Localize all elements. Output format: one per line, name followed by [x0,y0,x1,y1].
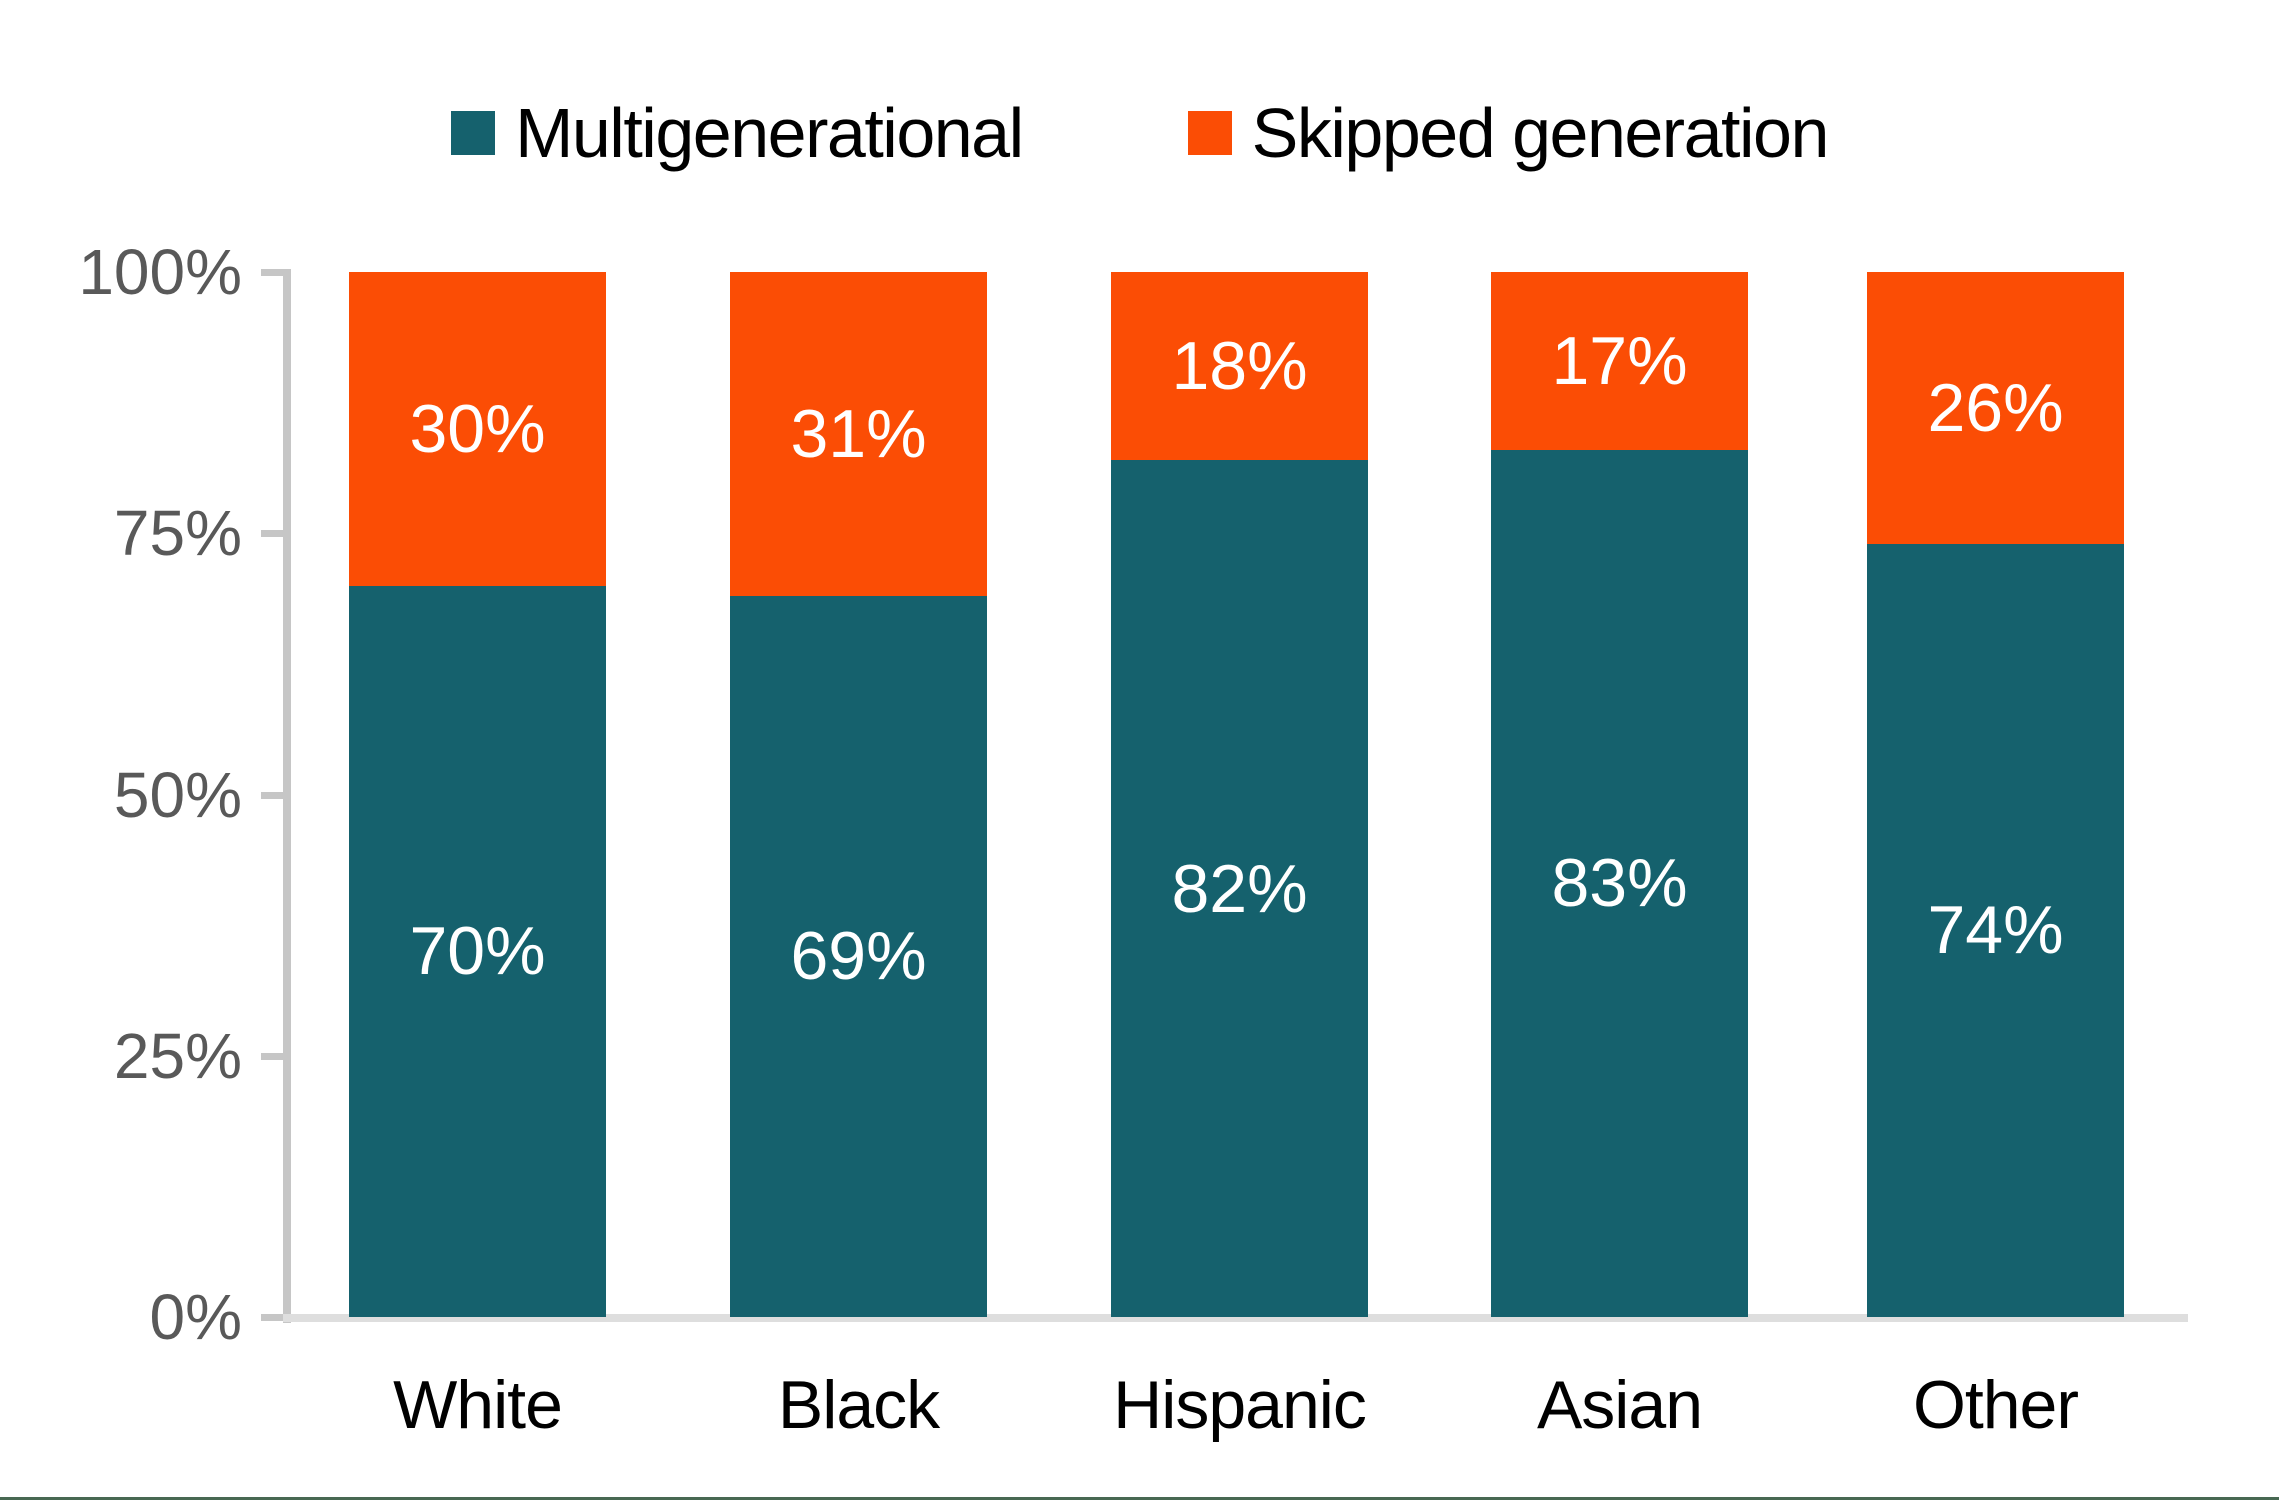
legend-swatch-skipped-generation [1187,111,1232,155]
chart-legend: Multigenerational Skipped generation [0,88,2279,178]
bar-value-label-multigenerational-asian: 83% [1551,845,1688,922]
legend-item-skipped-generation: Skipped generation [1187,94,1830,172]
bar-value-label-multigenerational-other: 74% [1927,892,2064,969]
y-axis-label-0: 0% [149,1281,243,1353]
y-axis-label-50: 50% [113,758,242,831]
bar-value-label-multigenerational-white: 70% [409,913,546,990]
bar-value-label-skipped-generation-asian: 17% [1551,322,1688,399]
bar-value-label-skipped-generation-black: 31% [790,395,927,472]
bar-value-label-multigenerational-hispanic: 82% [1171,850,1308,927]
bar-segment-skipped-generation-black: 31% [730,272,987,596]
y-axis-tick-0 [261,1314,283,1321]
category-label-other: Other [1912,1367,2079,1443]
y-axis-tick-50 [261,791,283,799]
bar-value-label-multigenerational-black: 69% [790,918,927,995]
y-axis-tick-25 [261,1052,283,1060]
bar-segment-skipped-generation-asian: 17% [1491,272,1748,450]
bar-value-label-skipped-generation-white: 30% [409,390,546,467]
bar-segment-skipped-generation-hispanic: 18% [1111,272,1368,461]
bar-segment-multigenerational-black: 69% [730,595,987,1317]
bar-segment-multigenerational-hispanic: 82% [1111,460,1368,1317]
bar-segment-skipped-generation-other: 26% [1867,272,2124,544]
bar-value-label-skipped-generation-hispanic: 18% [1171,328,1308,405]
legend-label-skipped-generation: Skipped generation [1251,94,1830,172]
y-axis-label-75: 75% [113,497,242,570]
bar-segment-multigenerational-asian: 83% [1491,449,1748,1317]
category-label-black: Black [777,1367,940,1443]
bar-segment-skipped-generation-white: 30% [349,272,606,586]
category-label-white: White [393,1367,563,1443]
legend-item-multigenerational: Multigenerational [451,94,1024,172]
legend-label-multigenerational: Multigenerational [515,94,1024,172]
category-label-asian: Asian [1536,1367,1703,1443]
y-axis-tick-100 [261,269,283,276]
y-axis-line [283,269,291,1323]
y-axis-label-25: 25% [113,1019,242,1092]
bottom-border-line [0,1497,2279,1500]
y-axis-label-100: 100% [78,236,242,308]
y-axis-tick-75 [261,530,283,538]
bar-value-label-skipped-generation-other: 26% [1927,369,2064,446]
legend-swatch-multigenerational [451,111,496,155]
bar-segment-multigenerational-other: 74% [1867,543,2124,1317]
category-label-hispanic: Hispanic [1113,1367,1367,1443]
bar-segment-multigenerational-white: 70% [349,585,606,1317]
x-axis-line [283,1314,2188,1322]
